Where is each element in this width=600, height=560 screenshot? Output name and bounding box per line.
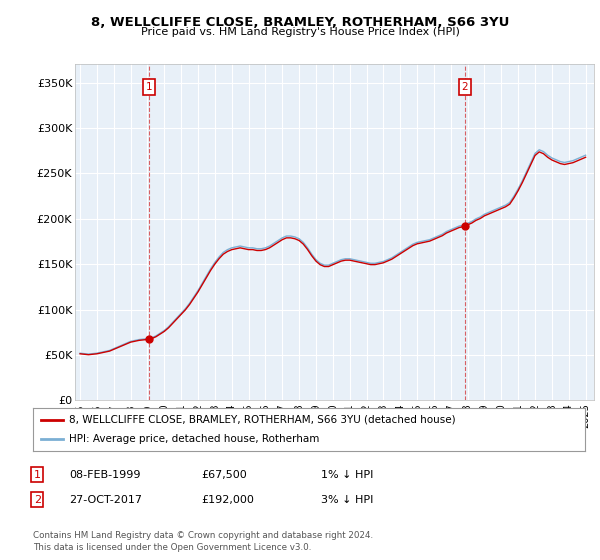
Text: HPI: Average price, detached house, Rotherham: HPI: Average price, detached house, Roth… <box>69 435 319 444</box>
Text: 1: 1 <box>34 470 41 480</box>
Text: 08-FEB-1999: 08-FEB-1999 <box>69 470 140 480</box>
Text: 8, WELLCLIFFE CLOSE, BRAMLEY, ROTHERHAM, S66 3YU: 8, WELLCLIFFE CLOSE, BRAMLEY, ROTHERHAM,… <box>91 16 509 29</box>
Text: 8, WELLCLIFFE CLOSE, BRAMLEY, ROTHERHAM, S66 3YU (detached house): 8, WELLCLIFFE CLOSE, BRAMLEY, ROTHERHAM,… <box>69 415 455 424</box>
Text: 1: 1 <box>146 82 152 92</box>
Text: 3% ↓ HPI: 3% ↓ HPI <box>321 494 373 505</box>
Text: £192,000: £192,000 <box>201 494 254 505</box>
Text: 27-OCT-2017: 27-OCT-2017 <box>69 494 142 505</box>
Text: 1% ↓ HPI: 1% ↓ HPI <box>321 470 373 480</box>
Text: Contains HM Land Registry data © Crown copyright and database right 2024.
This d: Contains HM Land Registry data © Crown c… <box>33 531 373 552</box>
Text: 2: 2 <box>34 494 41 505</box>
Text: £67,500: £67,500 <box>201 470 247 480</box>
Text: 2: 2 <box>461 82 468 92</box>
Text: Price paid vs. HM Land Registry's House Price Index (HPI): Price paid vs. HM Land Registry's House … <box>140 27 460 37</box>
